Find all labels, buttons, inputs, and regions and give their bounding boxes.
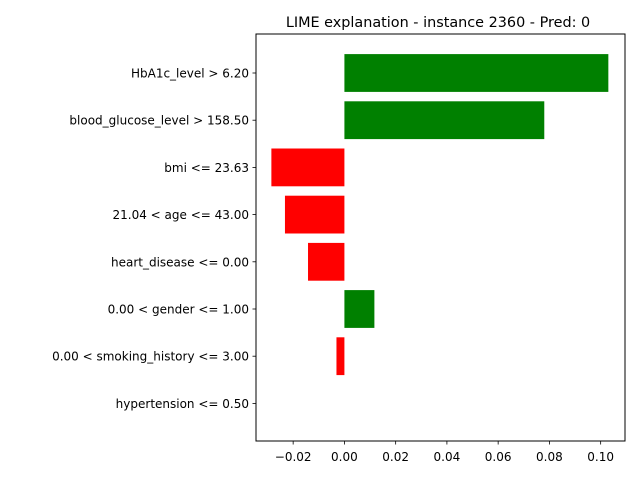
bar	[344, 54, 609, 92]
bar	[271, 148, 345, 187]
x-tick-label: 0.06	[485, 450, 512, 464]
y-tick-labels: HbA1c_level > 6.20 blood_glucose_level > …	[52, 67, 256, 411]
y-tick-label: HbA1c_level > 6.20	[131, 67, 249, 81]
bar	[308, 242, 345, 281]
bars-layer	[271, 54, 609, 376]
x-tick-label: 0.00	[331, 450, 358, 464]
y-tick-label: hypertension <= 0.50	[116, 397, 249, 411]
bar	[344, 290, 375, 328]
x-tick-label: 0.08	[536, 450, 563, 464]
x-tick-label: 0.02	[382, 450, 409, 464]
bar	[344, 101, 545, 140]
y-tick-label: heart_disease <= 0.00	[111, 255, 249, 269]
x-tick-label: −0.02	[275, 450, 312, 464]
bar	[336, 337, 345, 376]
y-tick-label: 0.00 < smoking_history <= 3.00	[52, 350, 249, 364]
y-tick-label: blood_glucose_level > 158.50	[69, 114, 249, 128]
y-tick-label: 0.00 < gender <= 1.00	[108, 303, 249, 317]
y-tick-label: 21.04 < age <= 43.00	[113, 208, 249, 222]
chart-title: LIME explanation - instance 2360 - Pred:…	[286, 15, 590, 31]
bar	[284, 195, 345, 234]
axes-frame	[255, 33, 626, 442]
x-axis-ticks: −0.02 0.00 0.02 0.04 0.06 0.08 0.10	[275, 441, 614, 464]
y-tick-label: bmi <= 23.63	[164, 161, 249, 175]
x-tick-label: 0.04	[434, 450, 461, 464]
x-tick-label: 0.10	[587, 450, 614, 464]
